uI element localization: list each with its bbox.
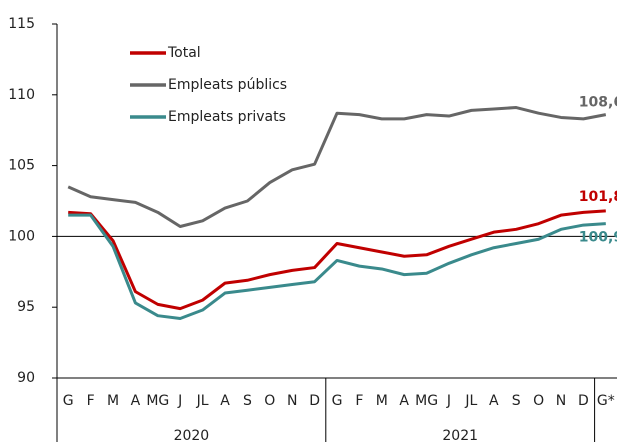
x-tick-label: O — [533, 393, 544, 409]
series-line — [68, 213, 606, 321]
x-tick-label: JL — [196, 393, 209, 409]
x-tick-label: F — [87, 393, 95, 409]
x-tick-label: M — [107, 393, 119, 409]
y-tick-label: 100 — [8, 228, 35, 244]
end-label: 101,8 — [579, 189, 617, 205]
series-line — [68, 209, 606, 311]
x-tick-label: A — [131, 393, 141, 409]
year-label: 2021 — [442, 428, 478, 442]
y-tick-label: 95 — [17, 299, 35, 315]
x-tick-label: J — [446, 393, 451, 409]
x-tick-label: D — [578, 393, 589, 409]
y-tick-label: 110 — [8, 87, 35, 103]
series-line — [67, 106, 607, 228]
x-tick-label: JL — [464, 393, 477, 409]
x-tick-label: N — [556, 393, 566, 409]
x-tick-label: G — [332, 393, 343, 409]
legend-label: Empleats públics — [168, 77, 287, 93]
x-tick-label: O — [264, 393, 275, 409]
x-tick-label: N — [287, 393, 297, 409]
x-tick-label: A — [220, 393, 230, 409]
x-tick-label: J — [177, 393, 182, 409]
x-tick-label: S — [243, 393, 252, 409]
x-tick-label: G* — [597, 393, 615, 409]
y-tick-label: 90 — [17, 370, 35, 386]
x-tick-label: A — [489, 393, 499, 409]
legend-label: Total — [167, 45, 201, 61]
x-tick-label: MG — [415, 393, 438, 409]
x-tick-label: MG — [146, 393, 169, 409]
end-label: 108,6 — [579, 95, 617, 111]
x-tick-label: F — [355, 393, 363, 409]
x-tick-label: A — [399, 393, 409, 409]
x-tick-label: M — [376, 393, 388, 409]
end-label: 100,9 — [579, 230, 617, 246]
y-tick-label: 105 — [8, 158, 35, 174]
y-tick-label: 115 — [8, 16, 35, 32]
x-tick-label: G — [63, 393, 74, 409]
legend-label: Empleats privats — [168, 109, 286, 125]
year-label: 2020 — [174, 428, 210, 442]
x-tick-label: D — [309, 393, 320, 409]
x-tick-label: S — [512, 393, 521, 409]
